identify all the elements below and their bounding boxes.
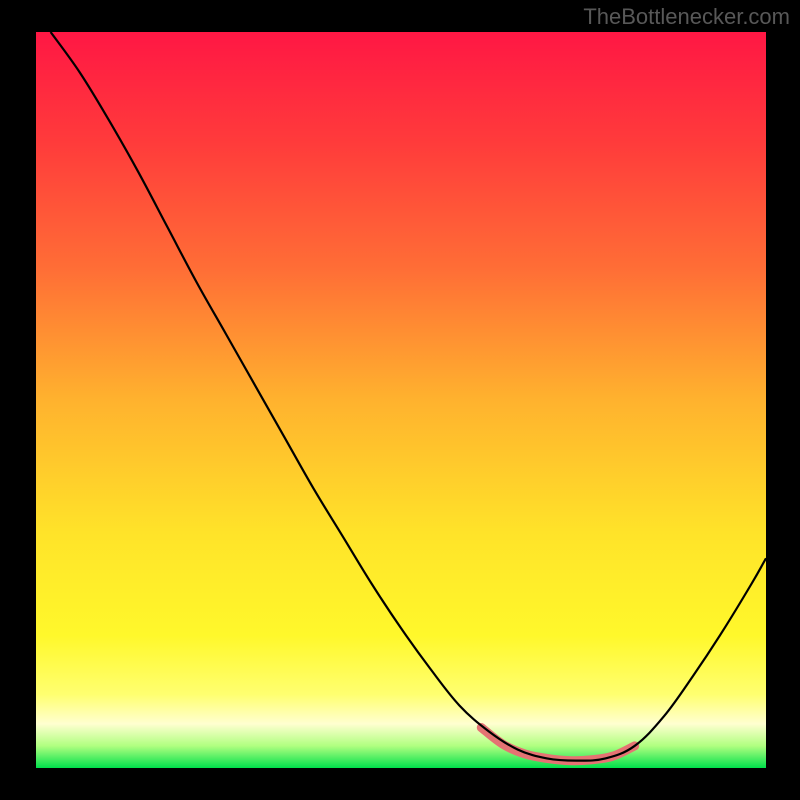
watermark-text: TheBottlenecker.com [583, 4, 790, 30]
chart-plot-area [36, 32, 766, 768]
chart-background-gradient [36, 32, 766, 768]
